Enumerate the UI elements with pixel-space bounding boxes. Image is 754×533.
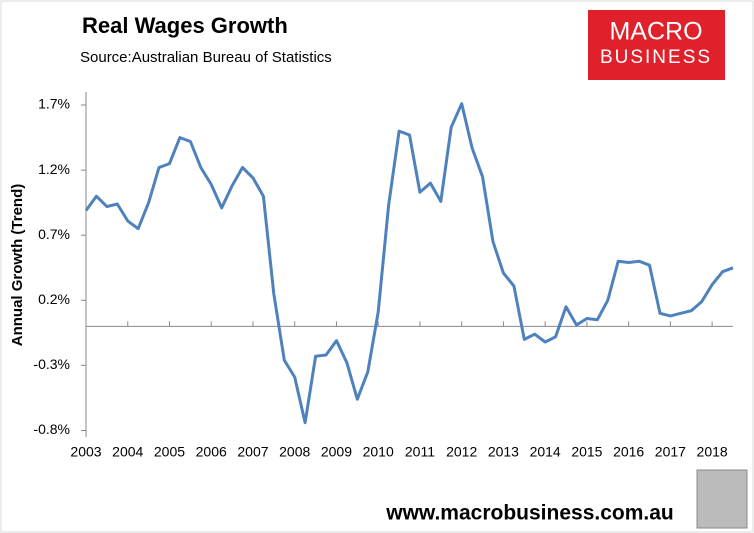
chart-subtitle: Source:Australian Bureau of Statistics bbox=[80, 49, 332, 66]
y-tick-label: 0.2% bbox=[38, 291, 70, 307]
footer: www.macrobusiness.com.au bbox=[385, 502, 673, 525]
line bbox=[84, 102, 734, 425]
x-tick-label: 2003 bbox=[70, 444, 101, 460]
logo-text: BUSINESS bbox=[600, 47, 712, 68]
y-tick-label: 0.7% bbox=[38, 226, 70, 242]
x-tick-label: 2018 bbox=[697, 444, 728, 460]
x-tick-label: 2015 bbox=[571, 444, 602, 460]
x-tick-label: 2010 bbox=[363, 444, 394, 460]
x-tick-label: 2004 bbox=[112, 444, 143, 460]
x-tick-label: 2012 bbox=[446, 444, 477, 460]
y-tick-label: -0.8% bbox=[33, 421, 70, 437]
x-tick-label: 2005 bbox=[154, 444, 185, 460]
x-tick-label: 2016 bbox=[613, 444, 644, 460]
logo-text: MACRO bbox=[609, 18, 702, 46]
x-tick-label: 2007 bbox=[237, 444, 268, 460]
x-tick-label: 2013 bbox=[488, 444, 519, 460]
y-tick-label: 1.7% bbox=[38, 96, 70, 112]
x-tick-label: 2006 bbox=[196, 444, 227, 460]
x-tick-label: 2009 bbox=[321, 444, 352, 460]
x-tick-label: 2008 bbox=[279, 444, 310, 460]
y-axis-label: Annual Growth (Trend) bbox=[9, 184, 26, 347]
y-tick-label: 1.2% bbox=[38, 161, 70, 177]
chart-title: Real Wages Growth bbox=[82, 13, 288, 38]
wolf-icon bbox=[696, 469, 748, 529]
logo-box bbox=[588, 10, 725, 80]
x-tick-label: 2017 bbox=[655, 444, 686, 460]
x-tick-label: 2011 bbox=[405, 444, 435, 460]
x-tick-label: 2014 bbox=[530, 444, 561, 460]
y-tick-label: -0.3% bbox=[33, 356, 70, 372]
